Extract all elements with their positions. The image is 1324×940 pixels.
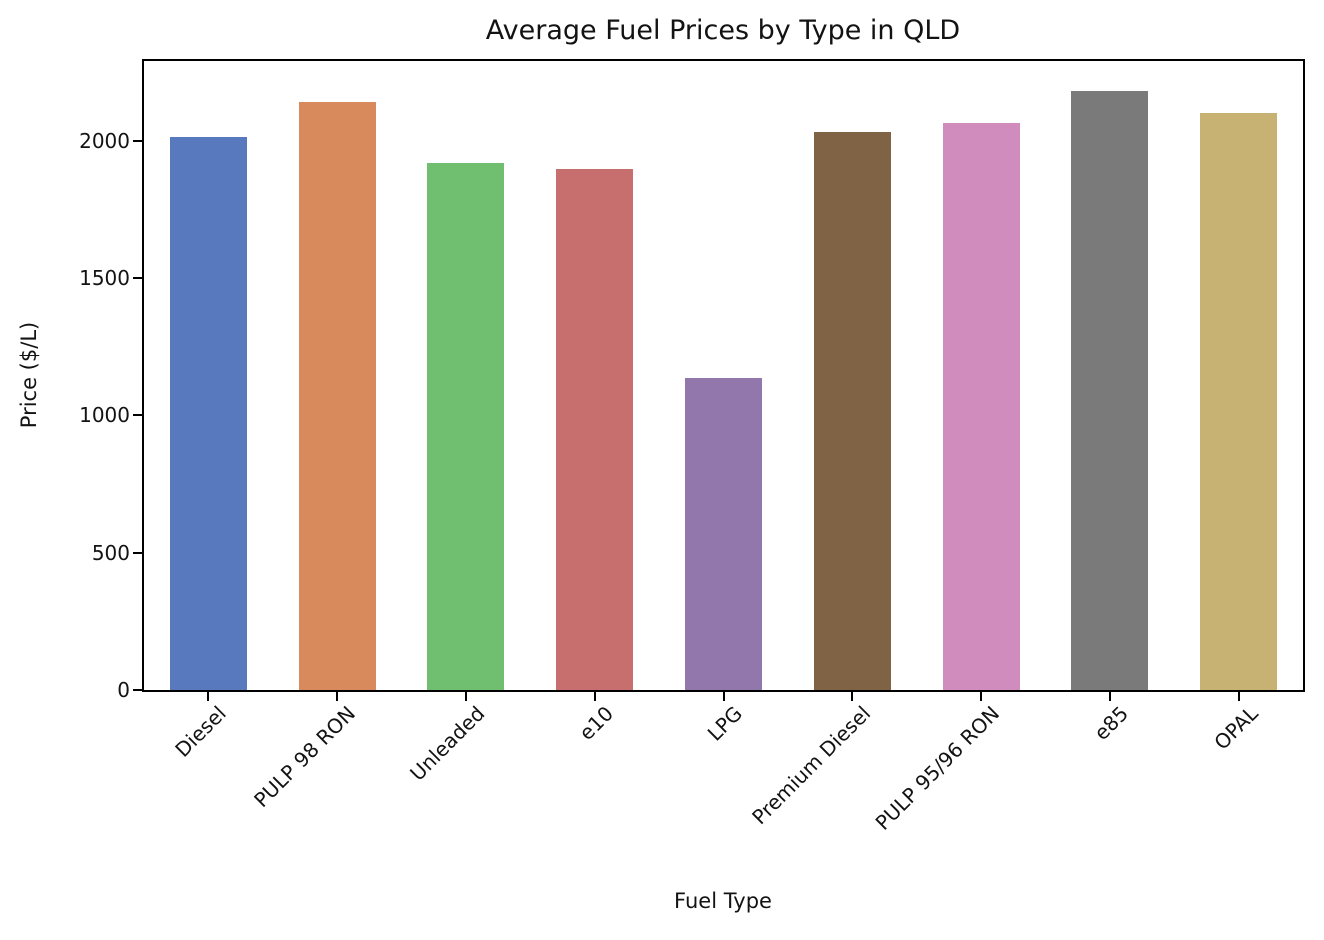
- x-tick-label-premium-diesel: Premium Diesel: [747, 701, 876, 830]
- y-tick-label: 500: [91, 541, 130, 565]
- bar-pulp-98-ron: [299, 102, 376, 690]
- x-tick-label-lpg: LPG: [702, 701, 748, 746]
- x-tick-mark: [594, 692, 596, 701]
- bar-unleaded: [427, 163, 504, 690]
- bar-pulp-95-96-ron: [943, 123, 1020, 690]
- x-tick-label-e85: e85: [1089, 701, 1134, 745]
- x-tick-mark: [336, 692, 338, 701]
- x-tick-mark: [980, 692, 982, 701]
- y-tick-label: 1500: [79, 266, 130, 290]
- bar-premium-diesel: [814, 132, 891, 690]
- bar-opal: [1200, 113, 1277, 690]
- x-tick-label-pulp-98-ron: PULP 98 RON: [249, 701, 361, 813]
- y-tick-label: 2000: [79, 129, 130, 153]
- x-tick-mark: [465, 692, 467, 701]
- x-tick-label-opal: OPAL: [1208, 701, 1263, 755]
- x-tick-mark: [1238, 692, 1240, 701]
- y-tick-label: 0: [117, 678, 130, 702]
- x-tick-label-e10: e10: [574, 701, 619, 745]
- x-tick-label-diesel: Diesel: [170, 701, 232, 762]
- bar-diesel: [170, 137, 247, 690]
- bar-e85: [1071, 91, 1148, 690]
- chart-title: Average Fuel Prices by Type in QLD: [485, 15, 961, 46]
- plot-area: [142, 59, 1305, 692]
- x-tick-label-unleaded: Unleaded: [405, 701, 490, 786]
- y-tick-mark: [133, 414, 142, 416]
- x-tick-mark: [1109, 692, 1111, 701]
- x-tick-mark: [207, 692, 209, 701]
- x-tick-label-pulp-95-96-ron: PULP 95/96 RON: [870, 701, 1005, 835]
- y-tick-mark: [133, 140, 142, 142]
- x-tick-mark: [851, 692, 853, 701]
- bar-e10: [556, 169, 633, 690]
- bar-lpg: [685, 378, 762, 690]
- y-tick-label: 1000: [79, 403, 130, 427]
- y-tick-mark: [133, 552, 142, 554]
- x-tick-mark: [723, 692, 725, 701]
- y-tick-mark: [133, 277, 142, 279]
- y-tick-mark: [133, 689, 142, 691]
- x-axis-label: Fuel Type: [674, 889, 772, 913]
